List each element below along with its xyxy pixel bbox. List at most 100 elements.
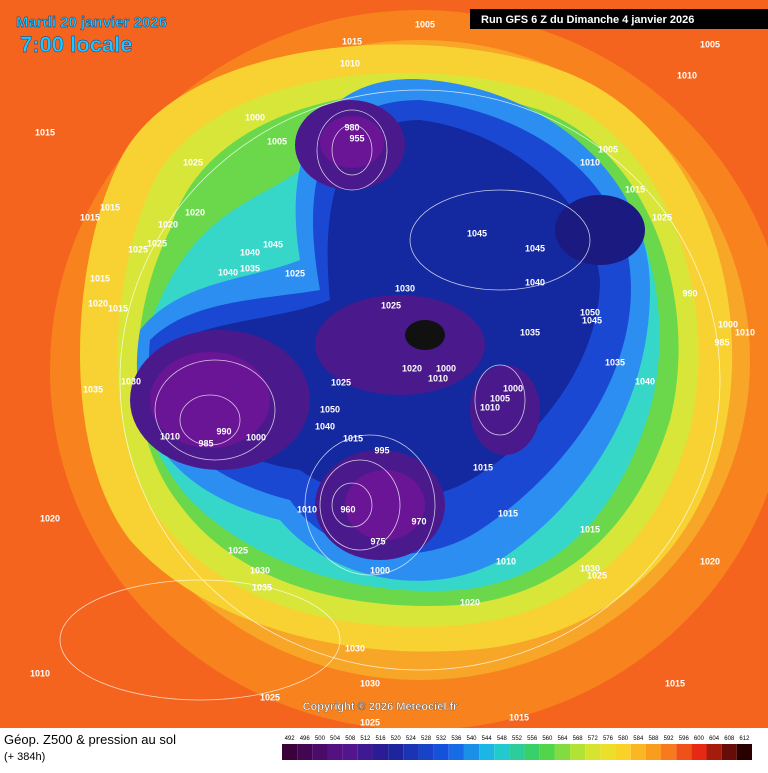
scale-swatch xyxy=(600,744,616,760)
scale-swatch xyxy=(418,744,434,760)
isobar-label: 1010 xyxy=(340,58,360,68)
isobar-label: 1010 xyxy=(428,373,448,383)
scale-label: 596 xyxy=(679,736,690,742)
scale-swatch xyxy=(312,744,328,760)
scale-label: 532 xyxy=(436,736,447,742)
isobar-label: 1030 xyxy=(580,563,600,573)
isobar-label: 1040 xyxy=(240,247,260,257)
isobar-label: 1000 xyxy=(718,319,738,329)
scale-label: 584 xyxy=(633,736,644,742)
isobar-label: 1020 xyxy=(700,556,720,566)
scale-swatch xyxy=(570,744,586,760)
isobar-label: 1010 xyxy=(30,668,50,678)
scale-label: 576 xyxy=(603,736,614,742)
date: Mardi 20 janvier 2026 xyxy=(16,14,167,31)
isobar-label: 1015 xyxy=(509,712,529,722)
isobar-label: 1020 xyxy=(402,363,422,373)
isobar-label: 1010 xyxy=(297,504,317,514)
scale-swatch xyxy=(736,744,752,760)
isobar-label: 1020 xyxy=(460,597,480,607)
isobar-label: 1010 xyxy=(735,327,755,337)
isobar-label: 1050 xyxy=(580,307,600,317)
scale-label: 612 xyxy=(739,736,750,742)
run-info: Run GFS 6 Z du Dimanche 4 janvier 2026 xyxy=(481,14,694,26)
isobar xyxy=(304,434,436,576)
scale-swatch xyxy=(509,744,525,760)
scale-swatch xyxy=(721,744,737,760)
scale-label: 556 xyxy=(527,736,538,742)
isobar-label: 1010 xyxy=(160,431,180,441)
low xyxy=(405,320,445,350)
scale-swatch xyxy=(297,744,313,760)
isobar-label: 1015 xyxy=(343,433,363,443)
scale-label: 548 xyxy=(497,736,508,742)
isobar-label: 1025 xyxy=(360,717,380,727)
scale-swatch xyxy=(691,744,707,760)
isobar-label: 1015 xyxy=(625,184,645,194)
isobar-label: 1030 xyxy=(395,283,415,293)
scale-label: 560 xyxy=(542,736,553,742)
scale-label: 536 xyxy=(451,736,462,742)
isobar-label: 1005 xyxy=(267,136,287,146)
isobar-label: 1025 xyxy=(228,545,248,555)
isobar-label: 1035 xyxy=(520,327,540,337)
scale-label: 492 xyxy=(285,736,296,742)
isobar-label: 980 xyxy=(344,122,359,132)
scale-label: 608 xyxy=(724,736,735,742)
isobar xyxy=(119,89,721,671)
scale-swatch xyxy=(494,744,510,760)
isobar-label: 1020 xyxy=(40,513,60,523)
isobar-label: 1000 xyxy=(246,432,266,442)
isobar-label: 1020 xyxy=(158,219,178,229)
scale-swatch xyxy=(342,744,358,760)
isobar-label: 1045 xyxy=(263,239,283,249)
isobar-label: 1025 xyxy=(285,268,305,278)
geopotential-bands xyxy=(50,10,768,730)
isobar-label: 1040 xyxy=(218,267,238,277)
scale-label: 524 xyxy=(406,736,417,742)
isobar-label: 1015 xyxy=(498,508,518,518)
isobar-label: 955 xyxy=(349,133,364,143)
scale-swatch xyxy=(524,744,540,760)
isobar-label: 1045 xyxy=(582,315,602,325)
isobar-label: 1025 xyxy=(147,238,167,248)
scale-label: 600 xyxy=(694,736,705,742)
scale-label: 504 xyxy=(330,736,341,742)
isobar-label: 1035 xyxy=(83,384,103,394)
scale-swatch xyxy=(676,744,692,760)
isobar-label: 1020 xyxy=(185,207,205,217)
isobar-label: 975 xyxy=(370,536,385,546)
isobar-label: 1040 xyxy=(635,376,655,386)
scale-swatch xyxy=(388,744,404,760)
isobar-label: 990 xyxy=(682,288,697,298)
scale-swatch xyxy=(282,744,298,760)
isobar-lines xyxy=(59,89,721,701)
low xyxy=(345,470,425,540)
isobar-label: 1030 xyxy=(360,678,380,688)
isobar-label: 1030 xyxy=(345,643,365,653)
isobar-label: 995 xyxy=(374,445,389,455)
scale-swatch xyxy=(433,744,449,760)
scale-label: 528 xyxy=(421,736,432,742)
isobar-label: 1045 xyxy=(525,243,545,253)
low xyxy=(315,295,485,395)
scale-label: 592 xyxy=(664,736,675,742)
isobar xyxy=(409,189,591,291)
isobar-label: 1005 xyxy=(598,144,618,154)
isobar-label: 960 xyxy=(340,504,355,514)
scale-swatch xyxy=(448,744,464,760)
scale-label: 604 xyxy=(709,736,720,742)
isobar-label: 1035 xyxy=(252,582,272,592)
isobar-label: 1000 xyxy=(503,383,523,393)
isobar-label: 1025 xyxy=(183,157,203,167)
scale-label: 568 xyxy=(573,736,584,742)
time: 7:00 locale xyxy=(20,32,133,57)
isobar-label: 1015 xyxy=(80,212,100,222)
scale-swatch xyxy=(403,744,419,760)
isobar-label: 1050 xyxy=(320,404,340,414)
isobar xyxy=(331,482,373,528)
isobar-label: 1015 xyxy=(342,36,362,46)
